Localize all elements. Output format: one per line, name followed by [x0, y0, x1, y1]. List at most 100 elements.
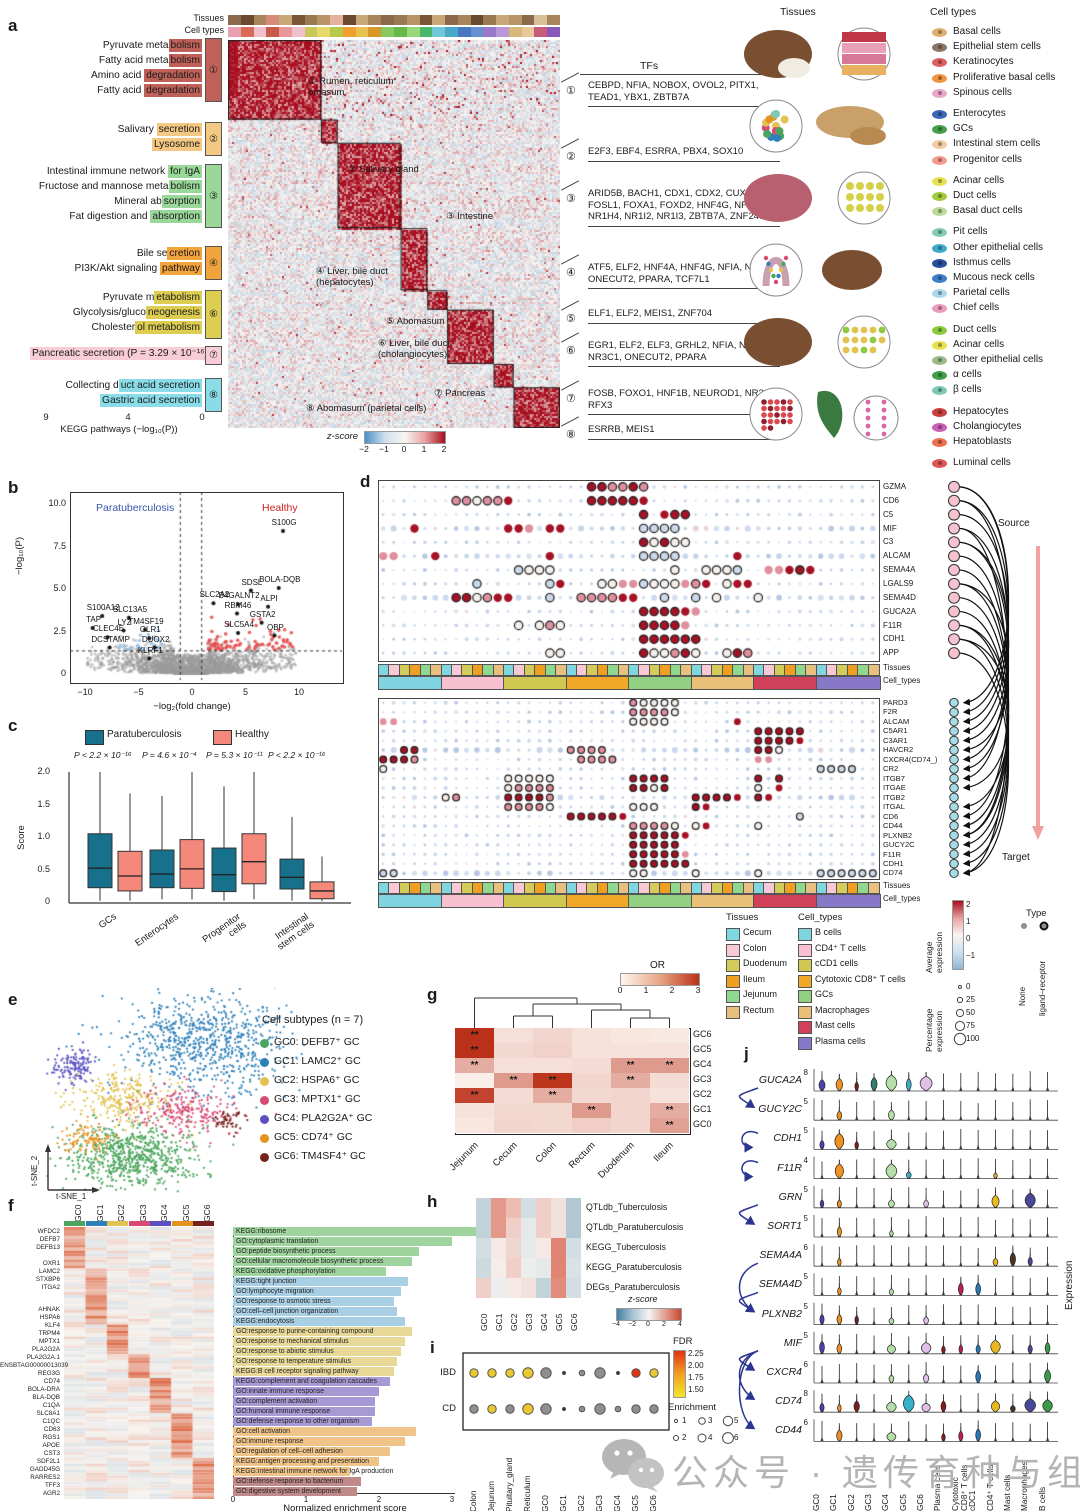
- panel-a-celltypes-bar-seg: [419, 27, 433, 37]
- legend-label: Cytotoxic CD8⁺ T cells: [815, 973, 906, 984]
- panel-d-frame: [378, 698, 880, 880]
- panel-a-celltypes-bar-seg: [521, 27, 535, 37]
- panel-a-axis-tick: 9: [43, 412, 49, 423]
- pathway-group-badge: ②: [205, 122, 222, 156]
- panel-g-cell: [455, 1103, 494, 1118]
- pathway-group-badge: ⑦: [205, 346, 222, 365]
- panel-f-gene: GADD45G: [29, 1466, 60, 1473]
- panel-j-gene-label: MIF: [783, 1336, 802, 1349]
- panel-a-tissues-bar-seg: [279, 15, 293, 25]
- panel-j-ymax: 5: [803, 1126, 808, 1136]
- panel-h-cell: [476, 1238, 491, 1258]
- cell-legend-item: Hepatoblasts: [953, 436, 1012, 447]
- panel-g-cell: [572, 1058, 611, 1073]
- panel-a-axis-label: KEGG pathways (−log₁₀(P)): [60, 424, 178, 435]
- go-bar: [233, 1387, 379, 1397]
- panel-e-label: e: [8, 990, 18, 1009]
- cell-legend-swatch-dot: [938, 157, 942, 162]
- cell-legend-swatch: [932, 73, 947, 83]
- panel-i-enrich-size: 3: [708, 1416, 713, 1425]
- panel-g-cell: [611, 1073, 650, 1088]
- heatmap-annotation: ⑥ Liver, bile duct (cholangiocytes): [378, 338, 450, 360]
- panel-i-enrich-size: 4: [708, 1433, 713, 1442]
- panel-g-cell: [572, 1118, 611, 1133]
- panel-f-gene: STXBP6: [35, 1276, 60, 1283]
- panel-d-bar-label: Tissues: [883, 663, 911, 672]
- panel-d-gene-bottom: F2R: [883, 707, 898, 717]
- panel-g-cell: [533, 1073, 572, 1088]
- panel-f-col-colorbar: [150, 1221, 171, 1226]
- type-legend-title: Type: [1026, 908, 1047, 919]
- cell-legend-swatch-dot: [938, 112, 942, 116]
- panel-f-col-header: GC5: [180, 1204, 191, 1222]
- panel-d-label: d: [360, 472, 371, 491]
- panel-h-cell: [521, 1258, 536, 1278]
- legend-swatch: [726, 943, 740, 957]
- panel-g-cell: [533, 1028, 572, 1043]
- panel-f-col-colorbar: [85, 1221, 107, 1226]
- panel-c-plot: [68, 772, 351, 904]
- panel-c-legend-swatch: [85, 730, 104, 745]
- cell-legend-swatch-dot: [938, 306, 942, 311]
- panel-g-row-label: GC0: [693, 1119, 712, 1129]
- cell-legend-item: Keratinocytes: [953, 56, 1014, 68]
- panel-a-celltypes-bar-seg: [457, 27, 472, 37]
- tf-group-badge: ①: [566, 85, 576, 97]
- panel-i-col-label: Pituitary_gland: [505, 1457, 514, 1511]
- cell-legend-swatch-dot: [938, 142, 942, 147]
- panel-g-star: **: [548, 1090, 557, 1101]
- panel-b-volcano: [70, 492, 342, 682]
- panel-j-ymax: 4: [803, 1155, 808, 1165]
- panel-d-gene-bottom: CR2: [883, 764, 899, 774]
- panel-g-dendrogram: [474, 997, 670, 1028]
- panel-a-tissues-bar-seg: [508, 15, 523, 25]
- legend-swatch: [798, 959, 812, 972]
- panel-j-gene-label: GUCA2A: [758, 1074, 802, 1086]
- legend-swatch: [726, 959, 740, 972]
- cell-legend-swatch-dot: [938, 424, 942, 429]
- panel-a-tissues-bar-seg: [419, 15, 433, 25]
- cell-legend-swatch: [932, 88, 947, 98]
- go-bar: [233, 1297, 394, 1307]
- tissue-illustrations: [744, 27, 899, 441]
- volcano-gene-label: DUOX2: [141, 634, 170, 644]
- panel-a-tissues-bar-seg: [394, 15, 408, 25]
- panel-f-gene: CST3: [43, 1450, 60, 1457]
- cell-legend-swatch: [932, 371, 947, 381]
- legend-label: Ileum: [743, 973, 766, 984]
- panel-d-frame: [378, 480, 880, 662]
- tf-slant-line: [560, 380, 580, 391]
- legend-swatch: [798, 943, 812, 957]
- panel-f-gene: ITGA2: [41, 1284, 60, 1291]
- go-bar-label: GO:response to mechanical stimulus: [236, 1337, 349, 1345]
- go-bar-label: GO:response to temperature stimulus: [236, 1357, 351, 1365]
- panel-g-cell: [611, 1043, 650, 1058]
- panel-e-legend-label: GC4: PLA2G2A⁺ GC: [274, 1112, 373, 1124]
- panel-h-cell: [566, 1218, 581, 1238]
- panel-h-label: h: [427, 1192, 438, 1211]
- panel-d-cell-seg: [815, 894, 881, 908]
- panel-g-cell: [533, 1118, 572, 1133]
- go-bar-label: GO:regulation of cell–cell adhesion: [236, 1447, 343, 1455]
- volcano-gene-label: DCSTAMP: [91, 634, 130, 644]
- panel-g-cell: [611, 1088, 650, 1103]
- cell-legend-swatch-dot: [938, 291, 942, 296]
- panel-c-legend-label: Paratuberculosis: [107, 729, 182, 740]
- panel-d-network: [948, 480, 1044, 878]
- panel-j-gene-label: SEMA4D: [758, 1278, 802, 1291]
- cell-legend-swatch: [932, 58, 947, 68]
- panel-j-violins: [813, 1069, 1058, 1442]
- heatmap-annotation: ⑤ Abomasum: [386, 316, 445, 327]
- panel-d-gene-top: CD6: [883, 495, 900, 505]
- volcano-gene-label: TAP: [86, 614, 102, 624]
- panel-i-label: i: [430, 1338, 435, 1357]
- panel-h-cell: [551, 1218, 566, 1238]
- panel-f-xtick: 3: [449, 1495, 455, 1504]
- panel-b-xtick: 10: [293, 687, 304, 697]
- avg-expression-tick: 0: [966, 934, 971, 943]
- pathway-label: Amino acid degradation: [90, 69, 202, 82]
- panel-a-tf-header: TFs: [640, 60, 659, 72]
- panel-a-tissues-bar-seg: [470, 15, 484, 25]
- go-bar-label: GO:complement activation: [236, 1397, 318, 1405]
- panel-a-tissues-bar-seg: [317, 15, 331, 25]
